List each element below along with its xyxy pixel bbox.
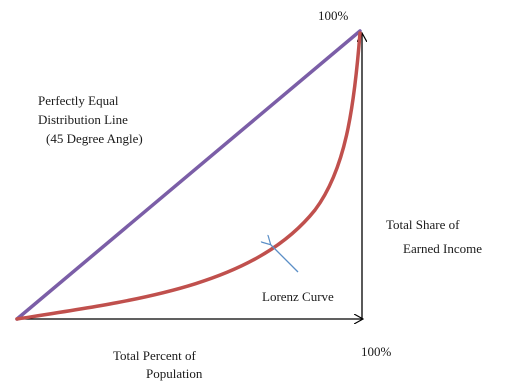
top-right-percent-label: 100% xyxy=(318,8,349,23)
bottom-axis-label-line1: Total Percent of xyxy=(113,348,197,363)
equality-line-label-line1: Perfectly Equal xyxy=(38,93,119,108)
lorenz-curve-label: Lorenz Curve xyxy=(262,289,334,304)
bottom-right-percent-label: 100% xyxy=(361,344,392,359)
equality-line xyxy=(15,29,362,321)
lorenz-curve xyxy=(15,31,362,321)
lorenz-pointer-arrow xyxy=(270,244,299,273)
equality-line-label-line2: Distribution Line xyxy=(38,112,128,127)
equality-line-label-line3: (45 Degree Angle) xyxy=(46,131,143,146)
right-axis-label-line1: Total Share of xyxy=(386,217,460,232)
bottom-axis-label-line2: Population xyxy=(146,366,203,381)
right-axis-label-line2: Earned Income xyxy=(403,241,482,256)
